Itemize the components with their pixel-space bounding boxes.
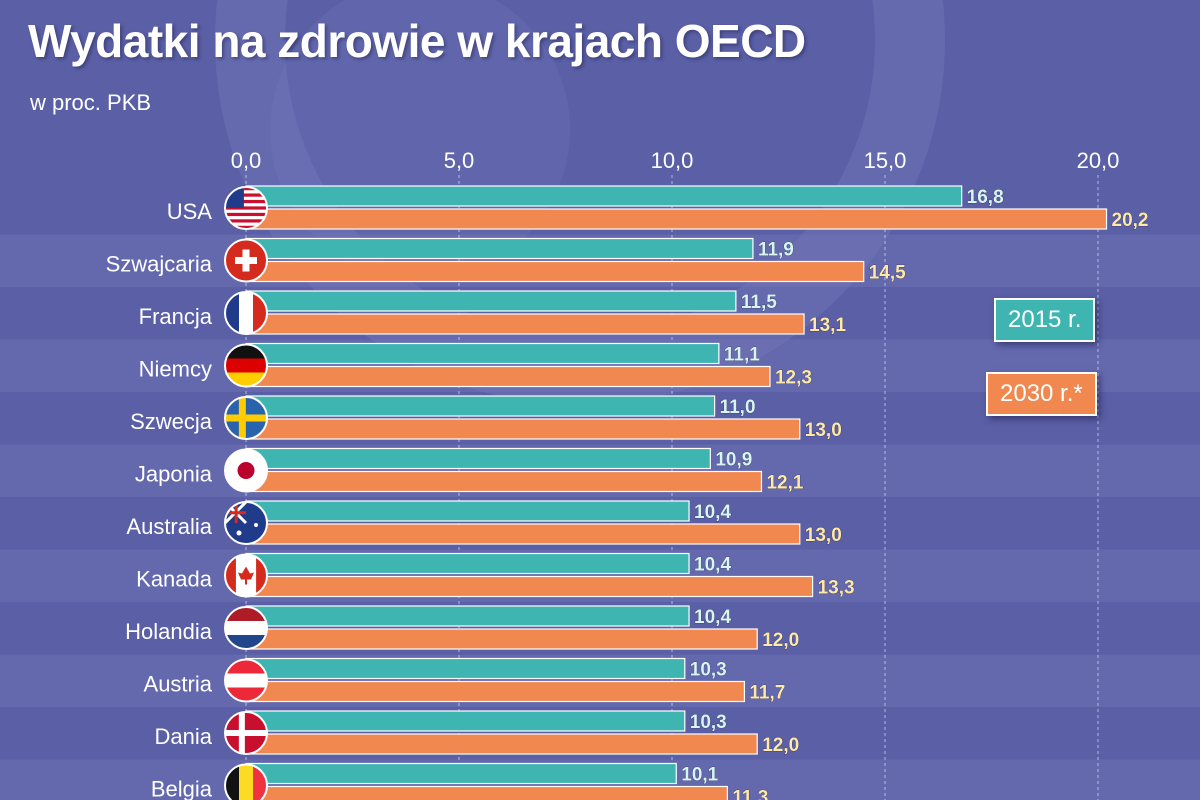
category-label: Belgia xyxy=(151,777,213,800)
chart-title: Wydatki na zdrowie w krajach OECD xyxy=(28,15,806,67)
value-label: 12,0 xyxy=(762,735,799,756)
bar xyxy=(245,628,758,650)
bar xyxy=(245,657,686,680)
de-flag-icon xyxy=(224,343,268,388)
x-tick-label: 5,0 xyxy=(444,148,475,173)
category-labels: USA Szwajcaria Francja Niemcy Szwecja Japonia… xyxy=(106,199,213,800)
bar xyxy=(245,208,1108,230)
at-flag-icon xyxy=(224,658,268,703)
value-label: 11,0 xyxy=(720,397,756,418)
bar xyxy=(245,185,963,207)
value-label: 11,1 xyxy=(724,345,760,366)
value-label: 20,2 xyxy=(1112,210,1149,231)
category-label: Szwecja xyxy=(130,409,213,434)
au-flag-icon xyxy=(224,501,268,545)
bar xyxy=(245,575,814,598)
value-label: 10,4 xyxy=(694,502,731,523)
value-label: 13,1 xyxy=(809,315,846,336)
value-label: 12,1 xyxy=(766,473,803,494)
legend-item-2015: 2015 r. xyxy=(994,298,1096,342)
x-axis-ticks: 0,0 5,0 10,0 15,0 20,0 xyxy=(231,148,1120,173)
category-label: Holandia xyxy=(125,619,213,644)
ch-flag-icon xyxy=(224,238,268,283)
category-label: Szwajcaria xyxy=(106,252,213,277)
bar xyxy=(245,290,737,312)
value-label: 11,9 xyxy=(758,240,794,261)
category-label: USA xyxy=(167,199,213,224)
value-label: 13,0 xyxy=(805,525,842,546)
value-label: 12,3 xyxy=(775,368,812,389)
bar xyxy=(245,680,746,703)
value-labels: 16,8 20,2 11,9 14,5 11,5 13,1 11,1 12,3 11,0 13,0… xyxy=(681,187,1149,800)
x-tick-label: 0,0 xyxy=(231,148,262,173)
category-label: Dania xyxy=(155,724,213,749)
bar xyxy=(245,500,690,522)
flags xyxy=(224,186,268,800)
value-label: 10,4 xyxy=(694,555,731,576)
value-label: 12,0 xyxy=(762,630,799,651)
category-label: Australia xyxy=(126,514,212,539)
value-label: 10,3 xyxy=(690,712,727,733)
bar xyxy=(245,785,728,800)
bar xyxy=(245,395,716,417)
bar xyxy=(245,260,865,283)
bar xyxy=(245,710,686,732)
bar xyxy=(245,552,690,575)
legend-item-2030: 2030 r.* xyxy=(986,372,1097,416)
value-label: 13,0 xyxy=(805,420,842,441)
bars xyxy=(245,185,1108,800)
value-label: 16,8 xyxy=(967,187,1004,208)
category-label: Austria xyxy=(144,672,213,697)
value-label: 10,4 xyxy=(694,607,731,628)
us-flag-icon xyxy=(224,186,268,230)
be-flag-icon xyxy=(224,763,268,800)
category-label: Francja xyxy=(139,304,213,329)
fr-flag-icon xyxy=(224,291,268,335)
value-label: 13,3 xyxy=(818,578,855,599)
bar xyxy=(245,470,763,493)
jp-flag-icon xyxy=(224,448,268,493)
value-label: 10,3 xyxy=(690,660,727,681)
category-label: Niemcy xyxy=(139,357,212,382)
bar xyxy=(245,418,801,440)
bar xyxy=(245,447,711,470)
bar xyxy=(245,365,771,388)
bar xyxy=(245,342,720,365)
bar xyxy=(245,237,754,260)
ca-flag-icon xyxy=(224,553,268,598)
value-label: 11,5 xyxy=(741,292,777,313)
bar xyxy=(245,733,758,755)
bar xyxy=(245,313,805,335)
chart-subtitle: w proc. PKB xyxy=(30,90,152,115)
value-label: 10,1 xyxy=(681,765,718,786)
value-label: 11,7 xyxy=(749,683,785,704)
bar xyxy=(245,523,801,545)
nl-flag-icon xyxy=(224,606,268,650)
value-label: 10,9 xyxy=(715,450,752,471)
se-flag-icon xyxy=(224,396,268,440)
x-tick-label: 20,0 xyxy=(1077,148,1120,173)
bar xyxy=(245,605,690,627)
dk-flag-icon xyxy=(224,711,268,755)
bar xyxy=(245,762,677,785)
category-label: Kanada xyxy=(136,567,213,592)
value-label: 14,5 xyxy=(869,263,906,284)
category-label: Japonia xyxy=(135,462,213,487)
x-tick-label: 15,0 xyxy=(864,148,907,173)
x-tick-label: 10,0 xyxy=(651,148,694,173)
value-label: 11,3 xyxy=(732,788,768,800)
